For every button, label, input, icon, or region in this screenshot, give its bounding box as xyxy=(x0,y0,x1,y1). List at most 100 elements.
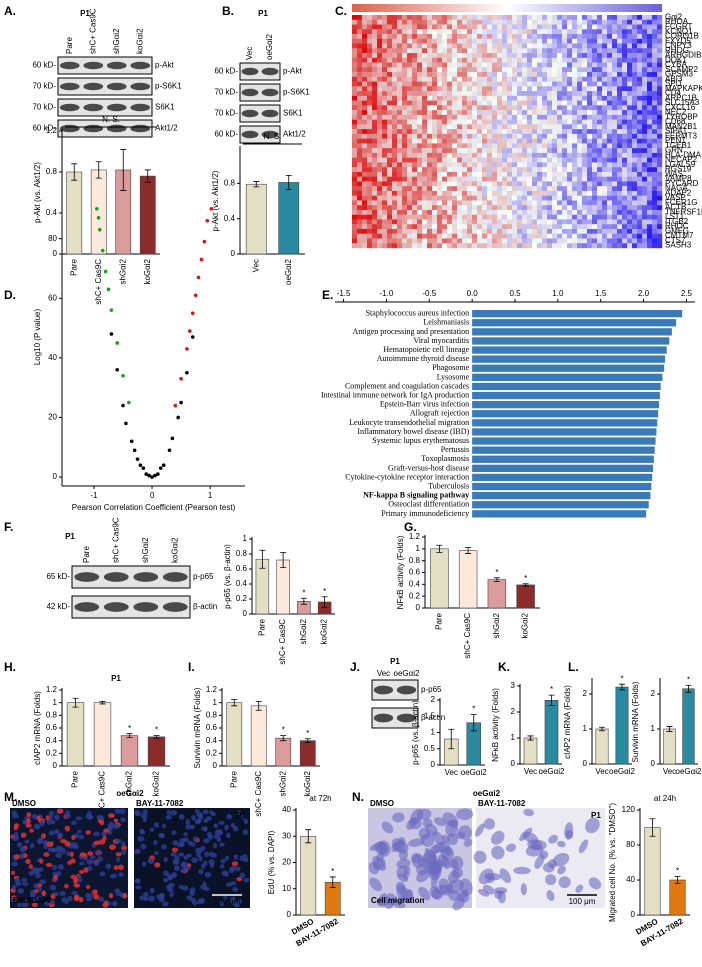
heatmap-cell xyxy=(352,214,358,220)
heatmap-cell xyxy=(392,34,398,39)
band xyxy=(106,61,127,70)
heatmap-cell xyxy=(567,24,573,30)
heatmap-cell xyxy=(637,219,643,225)
heatmap-cell xyxy=(362,38,368,44)
heatmap-cell xyxy=(387,171,393,177)
heatmap-cell xyxy=(612,195,618,201)
heatmap-cell xyxy=(477,95,483,101)
heatmap-cell xyxy=(582,38,588,44)
heatmap-cell xyxy=(612,181,618,187)
gene-label: VAMP8 xyxy=(665,174,692,183)
heatmap-cell xyxy=(557,143,563,149)
heatmap-cell xyxy=(577,152,583,158)
heatmap-cell xyxy=(377,43,383,49)
heatmap-cell xyxy=(357,76,363,82)
heatmap-cell xyxy=(507,29,513,35)
heatmap-cell xyxy=(577,167,583,173)
y-tick-label: Cytokine-cytokine receptor interaction xyxy=(345,472,469,481)
heatmap-cell xyxy=(497,105,503,111)
heatmap-cell xyxy=(607,129,613,135)
heatmap-cell xyxy=(407,100,413,106)
heatmap-cell xyxy=(507,186,513,192)
heatmap-cell xyxy=(417,214,423,220)
point xyxy=(205,218,210,223)
heatmap-cell xyxy=(427,195,433,201)
heatmap-cell xyxy=(362,48,368,54)
heatmap-cell xyxy=(382,143,388,149)
heatmap-cell xyxy=(587,233,593,239)
heatmap-cell xyxy=(602,171,608,177)
heatmap-cell xyxy=(412,214,418,220)
heatmap-cell xyxy=(642,67,648,73)
y-tick-label: 0.6 xyxy=(409,568,421,577)
heatmap-cell xyxy=(422,110,428,116)
heatmap-cell xyxy=(627,43,633,49)
heatmap-cell xyxy=(357,15,363,20)
heatmap-cell xyxy=(467,38,473,44)
heatmap-cell xyxy=(497,24,503,30)
heatmap-cell xyxy=(507,200,513,206)
heatmap-cell xyxy=(397,219,403,225)
heatmap-cell xyxy=(392,238,398,244)
cell xyxy=(134,878,141,884)
heatmap-cell xyxy=(567,148,573,154)
heatmap-cell xyxy=(442,129,448,135)
heatmap-cell xyxy=(362,133,368,139)
heatmap-cell xyxy=(607,105,613,111)
heatmap-cell xyxy=(587,162,593,168)
heatmap-cell xyxy=(392,86,398,92)
heatmap-cell xyxy=(537,133,543,139)
heatmap-cell xyxy=(612,95,618,101)
heatmap-cell xyxy=(437,19,443,25)
heatmap-cell xyxy=(657,171,663,177)
heatmap-cell xyxy=(462,129,468,135)
heatmap-cell xyxy=(587,171,593,177)
heatmap-cell xyxy=(552,95,558,101)
heatmap-cell xyxy=(477,233,483,239)
bar xyxy=(90,169,107,255)
heatmap-cell xyxy=(427,72,433,78)
heatmap-cell xyxy=(642,19,648,25)
heatmap-cell xyxy=(647,143,653,149)
cell xyxy=(233,901,239,908)
heatmap-cell xyxy=(632,181,638,187)
heatmap-cell xyxy=(402,86,408,92)
heatmap-cell xyxy=(492,157,498,163)
band xyxy=(396,713,417,723)
heatmap-cell xyxy=(447,186,453,192)
heatmap-cell xyxy=(547,167,553,173)
chart-title: P1 xyxy=(111,674,121,683)
heatmap-cell xyxy=(557,29,563,35)
heatmap-cell xyxy=(357,29,363,35)
heatmap-cell xyxy=(372,205,378,211)
heatmap-cell xyxy=(462,186,468,192)
heatmap-cell xyxy=(537,181,543,187)
heatmap-cell xyxy=(642,119,648,125)
heatmap-cell xyxy=(502,95,508,101)
heatmap-cell xyxy=(632,124,638,130)
heatmap-cell xyxy=(642,53,648,58)
heatmap-cell xyxy=(642,100,648,106)
heatmap-cell xyxy=(387,195,393,201)
heatmap-cell xyxy=(402,43,408,49)
heatmap-cell xyxy=(597,190,603,196)
point xyxy=(95,207,99,211)
heatmap-cell xyxy=(487,233,493,239)
heatmap-cell xyxy=(567,243,573,249)
error-bar xyxy=(493,577,500,582)
heatmap-cell xyxy=(537,195,543,201)
heatmap-cell xyxy=(577,29,583,35)
heatmap-cell xyxy=(527,129,533,135)
cell xyxy=(45,862,53,868)
cell xyxy=(448,858,459,869)
heatmap-cell xyxy=(637,15,643,20)
heatmap-cell xyxy=(372,219,378,225)
heatmap-cell xyxy=(642,214,648,220)
gene-label: NECAP2 xyxy=(665,155,698,164)
heatmap-cell xyxy=(477,214,483,220)
heatmap-cell xyxy=(417,38,423,44)
cell xyxy=(195,848,202,854)
error-bar xyxy=(153,735,160,739)
heatmap-cell xyxy=(592,124,598,130)
heatmap-cell xyxy=(377,148,383,154)
